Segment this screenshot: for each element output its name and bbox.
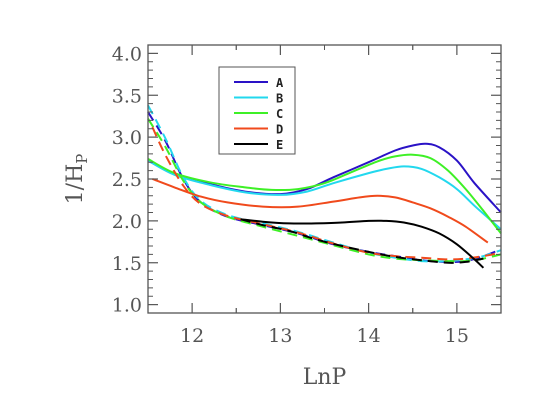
- legend-label-d: D: [276, 123, 283, 137]
- legend-box: [218, 66, 296, 155]
- series-line-b-solid: [147, 159, 502, 231]
- x-tick-label: 13: [268, 325, 292, 347]
- y-tick-label: 2.0: [112, 211, 142, 233]
- series-line-d-dashed: [151, 126, 502, 261]
- y-tick-label: 3.0: [112, 127, 142, 149]
- plot-frame: [147, 44, 502, 314]
- series-lines: [147, 104, 502, 269]
- series-line-c-solid: [147, 153, 502, 235]
- x-axis-label: LnP: [303, 365, 347, 390]
- x-tick-label: 14: [357, 325, 381, 347]
- legend-label-c: C: [276, 107, 283, 121]
- series-line-e-dashed: [240, 218, 484, 264]
- y-axis-label-subscript: P: [73, 154, 91, 164]
- y-tick-label: 4.0: [112, 43, 142, 65]
- legend-label-a: A: [276, 76, 284, 90]
- y-tick-label: 2.5: [112, 169, 142, 191]
- series-line-c-dashed: [147, 118, 502, 263]
- y-tick-label: 1.0: [112, 295, 142, 317]
- series-line-d-solid: [152, 178, 489, 244]
- x-tick-label: 12: [180, 325, 204, 347]
- y-axis-label: 1/HP: [63, 154, 91, 205]
- legend-label-e: E: [276, 138, 283, 152]
- y-tick-label: 3.5: [112, 85, 142, 107]
- y-axis-label-main: 1/H: [63, 164, 88, 205]
- series-line-e-solid: [240, 218, 485, 269]
- x-tick-label: 15: [445, 325, 469, 347]
- legend-label-b: B: [276, 92, 283, 106]
- axis-ticks: 12 13 14 15 1.0 1.5 2.0 2.5 3.0 3.5 4.0: [112, 43, 501, 347]
- y-tick-label: 1.5: [112, 253, 142, 275]
